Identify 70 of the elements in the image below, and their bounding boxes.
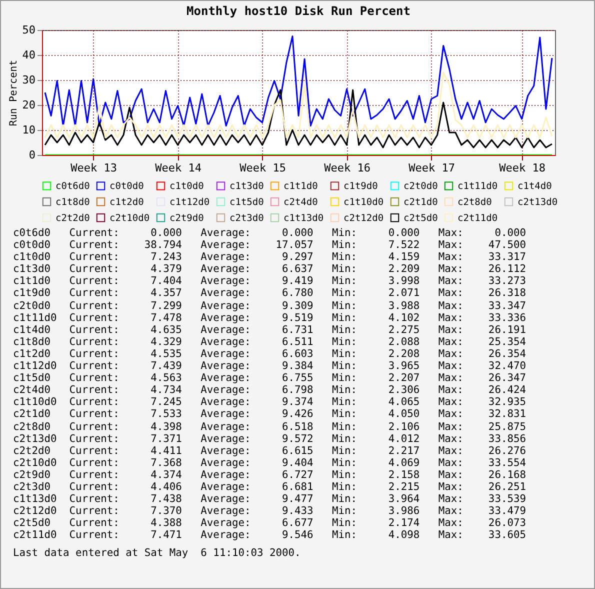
text: c2t5d0 Current: 4.388 Average: 6.677 Min: 2.174 Max: 26.073 bbox=[13, 517, 526, 530]
text: c2t3d0 Current: 4.406 Average: 6.681 Min: 2.215 Max: 26.251 bbox=[13, 480, 526, 494]
text: c1t10d0 Current: 7.245 Average: 9.374 Min: 4.065 Max: 32.935 bbox=[13, 396, 526, 408]
text: c1t8d0 Current: 4.329 Average: 6.511 Min: 2.088 Max: 25.354 bbox=[13, 336, 526, 348]
text: c1t13d0 Current: 7.438 Average: 9.477 Min: 3.964 Max: 33.539 bbox=[13, 493, 526, 506]
legend-label: c2t0d0 bbox=[404, 180, 438, 192]
legend-label: c1t8d0 bbox=[56, 196, 90, 208]
text: c2t10d0 Current: 7.368 Average: 9.404 Min: 4.069 Max: 33.554 bbox=[13, 456, 526, 469]
text: c2t2d0 Current: 4.411 Average: 6.615 Min: 2.217 Max: 26.276 bbox=[13, 444, 526, 457]
text: c2t1d0 Current: 7.533 Average: 9.426 Min: 4.050 Max: 32.831 bbox=[13, 408, 526, 420]
text: c2t11d0 Current: 7.471 Average: 9.546 Min: 4.098 Max: 33.605 bbox=[13, 529, 526, 542]
legend-label: c1t2d0 bbox=[110, 196, 144, 208]
text: c2t9d0 Current: 4.374 Average: 6.727 Min: 2.158 Max: 26.168 bbox=[13, 468, 526, 481]
y-tick-label: 50 bbox=[22, 24, 36, 36]
text: c1t3d0 Current: 4.379 Average: 6.637 Min: 2.209 Max: 26.112 bbox=[13, 263, 526, 276]
legend-label: c2t13d0 bbox=[518, 196, 558, 208]
line-series bbox=[44, 36, 553, 126]
line-series bbox=[44, 89, 553, 148]
legend-label: c2t12d0 bbox=[344, 212, 384, 224]
line-series bbox=[44, 72, 553, 138]
legend-label: c1t13d0 bbox=[284, 212, 324, 224]
legend-label: c2t8d0 bbox=[458, 196, 492, 208]
legend-label: c2t11d0 bbox=[458, 212, 498, 224]
y-tick-label: 10 bbox=[22, 124, 36, 136]
text: c2t12d0 Current: 7.370 Average: 9.433 Min: 3.986 Max: 33.479 bbox=[13, 505, 526, 518]
text: c1t9d0 Current: 4.357 Average: 6.780 Min: 2.071 Max: 26.318 bbox=[13, 287, 526, 300]
x-tick-label: Week 17 bbox=[408, 162, 455, 174]
x-tick-label: Week 18 bbox=[499, 162, 546, 174]
x-tick-label: Week 16 bbox=[324, 162, 370, 174]
legend-label: c1t0d0 bbox=[170, 180, 204, 192]
x-tick-label: Week 15 bbox=[240, 162, 286, 174]
y-tick-label: 30 bbox=[22, 74, 36, 86]
legend-label: c1t4d0 bbox=[518, 180, 552, 192]
text: c1t11d0 Current: 7.478 Average: 9.519 Min: 4.102 Max: 33.336 bbox=[13, 312, 526, 324]
text: c1t5d0 Current: 4.563 Average: 6.755 Min: 2.207 Max: 26.347 bbox=[13, 372, 526, 384]
legend-label: c2t3d0 bbox=[230, 212, 264, 224]
legend-label: c1t11d0 bbox=[458, 180, 498, 192]
legend-label: c1t1d0 bbox=[284, 180, 318, 192]
text: c1t1d0 Current: 7.404 Average: 9.419 Min: 3.998 Max: 33.273 bbox=[13, 275, 526, 288]
text: c2t4d0 Current: 4.734 Average: 6.798 Min: 2.306 Max: 26.424 bbox=[13, 384, 526, 396]
legend-label: c1t3d0 bbox=[230, 180, 264, 192]
legend-label: c1t10d0 bbox=[344, 196, 384, 208]
text: c1t12d0 Current: 7.439 Average: 9.384 Min: 3.965 Max: 32.470 bbox=[13, 360, 526, 372]
legend-label: c1t5d0 bbox=[230, 196, 264, 208]
y-tick-label: 0 bbox=[28, 148, 36, 162]
y-tick-label: 40 bbox=[22, 48, 36, 62]
text: c1t2d0 Current: 4.535 Average: 6.603 Min: 2.208 Max: 26.354 bbox=[13, 348, 526, 360]
text: c2t0d0 Current: 7.299 Average: 9.309 Min: 3.988 Max: 33.347 bbox=[13, 300, 526, 312]
chart-title: Monthly host10 Disk Run Percent bbox=[186, 4, 410, 18]
legend-label: c1t9d0 bbox=[344, 180, 378, 192]
legend-label: c2t4d0 bbox=[284, 196, 318, 208]
legend-label: c0t6d0 bbox=[56, 180, 90, 192]
text: Last data entered at Sat May 6 11:10:03 2000. bbox=[13, 547, 302, 560]
text: c2t13d0 Current: 7.371 Average: 9.572 Min: 4.012 Max: 33.856 bbox=[13, 432, 526, 445]
text: c1t0d0 Current: 7.243 Average: 9.297 Min: 4.159 Max: 33.317 bbox=[13, 251, 526, 264]
legend-label: c2t1d0 bbox=[404, 196, 438, 208]
legend-label: c1t12d0 bbox=[170, 196, 210, 208]
text: c2t8d0 Current: 4.398 Average: 6.518 Min: 2.106 Max: 25.875 bbox=[13, 420, 526, 433]
x-tick-label: Week 14 bbox=[155, 162, 202, 174]
text: c1t4d0 Current: 4.635 Average: 6.731 Min: 2.275 Max: 26.191 bbox=[13, 324, 526, 336]
x-tick-label: Week 13 bbox=[70, 162, 117, 174]
y-axis-title: Run Percent bbox=[8, 60, 20, 126]
y-tick-label: 20 bbox=[22, 98, 36, 112]
legend-label: c2t5d0 bbox=[404, 212, 438, 224]
text: c0t6d0 Current: 0.000 Average: 0.000 Min: 0.000 Max: 0.000 bbox=[13, 227, 526, 240]
legend-label: c2t2d0 bbox=[56, 212, 90, 224]
text: c0t0d0 Current: 38.794 Average: 17.057 Min: 7.522 Max: 47.500 bbox=[13, 239, 526, 252]
legend-label: c2t10d0 bbox=[110, 212, 150, 224]
legend-label: c2t9d0 bbox=[170, 212, 204, 224]
legend-label: c0t0d0 bbox=[110, 180, 144, 192]
